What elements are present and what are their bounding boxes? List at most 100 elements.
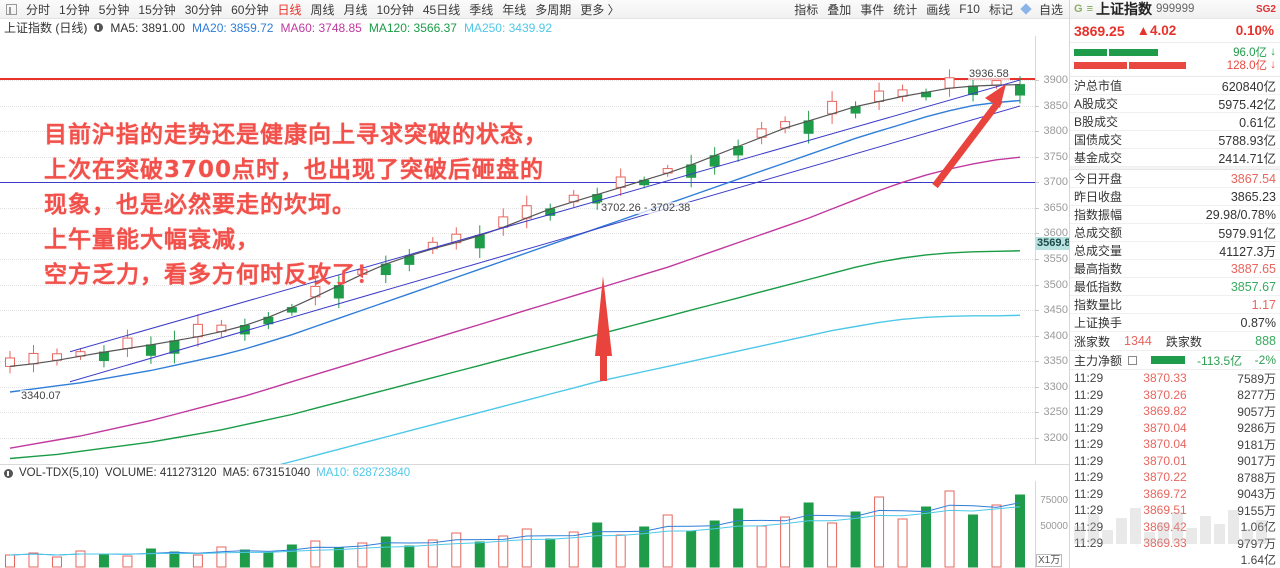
period-multi[interactable]: 多周期	[535, 2, 572, 17]
gridline	[0, 412, 1035, 414]
period-30min[interactable]: 30分钟	[184, 2, 223, 17]
tick-volume: 9286万	[1237, 421, 1276, 436]
info-icon[interactable]	[94, 23, 104, 32]
volume-bar	[897, 518, 908, 568]
tool-mark[interactable]: 标记	[988, 2, 1013, 17]
tool-indicator[interactable]: 指标	[794, 2, 819, 17]
tool-f10[interactable]: F10	[959, 2, 980, 16]
quote-sidebar[interactable]: G ≡ 上证指数 999999 SG2 3869.25 ▲4.02 0.10% …	[1069, 0, 1280, 568]
volume-axis-label: 75000	[1040, 495, 1068, 506]
tick-price: 3870.22	[1143, 470, 1187, 485]
index-stat-row: 总成交额 5979.91亿	[1070, 224, 1280, 242]
tick-list[interactable]: 11:29 3870.33 7589万 11:29 3870.26 8277万 11:29 3…	[1070, 370, 1280, 568]
tick-volume: 9017万	[1237, 454, 1276, 469]
stat-label: 最低指数	[1074, 280, 1123, 294]
period-45day[interactable]: 45日线	[422, 2, 461, 17]
price-axis-label: 3750	[1043, 150, 1068, 163]
price-tag-mid: 3702.26 - 3702.38	[600, 202, 692, 214]
tick-row[interactable]: 11:29 3869.42 1.06亿	[1070, 519, 1280, 536]
info-icon[interactable]	[4, 468, 13, 478]
g-badge[interactable]: G	[1074, 3, 1083, 15]
sell-bar-value: 128.0亿	[1226, 60, 1267, 72]
price-axis[interactable]: 3900 3850 3800 3750 3700 3650 3600 3550 3500 3450…	[1035, 36, 1069, 464]
market-summary-row: 基金成交 2414.71亿	[1070, 149, 1280, 167]
volume-bar	[380, 536, 391, 568]
tick-volume: 1.06亿	[1240, 520, 1276, 535]
price-axis-label: 3900	[1043, 74, 1068, 86]
tick-row[interactable]: 11:29 3869.33 9797万	[1070, 535, 1280, 552]
stat-value: 5975.42亿	[1218, 98, 1276, 112]
tool-drawline[interactable]: 画线	[926, 2, 951, 17]
period-60min[interactable]: 60分钟	[231, 2, 269, 17]
stat-value: 5788.93亿	[1218, 134, 1276, 148]
tick-row[interactable]: 11:29 3870.04 9286万	[1070, 420, 1280, 437]
period-1min[interactable]: 1分钟	[59, 2, 90, 17]
price-axis-tick	[1035, 284, 1039, 286]
price-axis-tick	[1035, 182, 1039, 184]
price-axis-tick	[1035, 310, 1039, 312]
stat-value: 0.87%	[1240, 315, 1276, 330]
decliners-value: 888	[1255, 334, 1276, 348]
volume-panel[interactable]: 75000 50000 X1万	[0, 481, 1069, 568]
period-weekly[interactable]: 周线	[310, 2, 335, 17]
volume-bar	[521, 528, 532, 568]
tick-row[interactable]: 1.64亿	[1070, 552, 1280, 568]
chart-box-icon[interactable]	[1128, 355, 1138, 365]
price-plot-area[interactable]: 3936.58 3702.26 - 3702.38 3340.07 目前沪指的走…	[0, 36, 1035, 464]
chart-tools-toolbar[interactable]: 指标 叠加 事件 统计 画线 F10 标记 自选	[640, 0, 1069, 19]
price-tag-high: 3936.58	[968, 68, 1010, 80]
volume-bar	[733, 508, 744, 568]
window-icon[interactable]	[6, 3, 17, 15]
price-chart-panel[interactable]: 3936.58 3702.26 - 3702.38 3340.07 目前沪指的走…	[0, 36, 1069, 464]
tick-volume: 9043万	[1237, 487, 1276, 502]
period-5min[interactable]: 5分钟	[98, 2, 130, 17]
period-daily[interactable]: 日线	[277, 2, 302, 17]
price-axis-tick	[1035, 438, 1039, 439]
tool-events[interactable]: 事件	[860, 2, 885, 17]
advance-decline-row: 涨家数 1344 跌家数 888	[1070, 332, 1280, 351]
period-fenshi[interactable]: 分时	[26, 2, 51, 17]
hamburger-icon[interactable]: ≡	[1086, 3, 1094, 15]
volume-bar	[662, 514, 673, 568]
volume-plot-area[interactable]	[0, 481, 1035, 568]
tool-watchlist[interactable]: 自选	[1038, 2, 1063, 17]
volume-bar	[568, 531, 579, 568]
period-more[interactable]: 更多 〉	[580, 2, 620, 17]
tool-statistics[interactable]: 统计	[893, 2, 918, 17]
buy-bar-row: 96.0亿 ↓	[1074, 46, 1276, 59]
gridline	[0, 105, 1035, 107]
tick-row[interactable]: 11:29 3870.04 9181万	[1070, 436, 1280, 453]
tick-row[interactable]: 11:29 3869.51 9155万	[1070, 502, 1280, 519]
tick-price: 3870.04	[1143, 437, 1187, 452]
stat-value: 29.98/0.78%	[1205, 207, 1276, 222]
quote-header[interactable]: G ≡ 上证指数 999999 SG2	[1070, 0, 1280, 19]
gridline	[0, 438, 1035, 439]
period-yearly[interactable]: 年线	[502, 2, 527, 17]
period-quarterly[interactable]: 季线	[469, 2, 494, 17]
tick-row[interactable]: 11:29 3870.01 9017万	[1070, 453, 1280, 470]
market-summary-rows: 沪总市值 620840亿 A股成交 5975.42亿 B股成交 0.61亿 国债成交 5788…	[1070, 77, 1280, 167]
index-stat-row: 指数量比 1.17	[1070, 296, 1280, 314]
tool-overlay[interactable]: 叠加	[827, 2, 852, 17]
tick-volume: 9057万	[1237, 404, 1276, 419]
volume-bar	[498, 535, 509, 568]
tick-price: 3870.33	[1143, 371, 1187, 386]
period-15min[interactable]: 15分钟	[138, 2, 176, 17]
stat-label: 指数量比	[1074, 298, 1123, 312]
gridline	[0, 156, 1035, 158]
ma20-label: MA20: 3859.72	[192, 20, 274, 35]
index-stat-row: 总成交量 41127.3万	[1070, 242, 1280, 260]
volume-bar	[28, 552, 39, 568]
tick-price: 3869.51	[1143, 503, 1187, 518]
tick-row[interactable]: 11:29 3870.33 7589万	[1070, 370, 1280, 387]
period-monthly[interactable]: 月线	[343, 2, 368, 17]
volume-bar	[239, 549, 250, 568]
ma120-label: MA120: 3566.37	[368, 20, 457, 35]
tick-row[interactable]: 11:29 3870.26 8277万	[1070, 387, 1280, 404]
stat-value: 0.61亿	[1239, 116, 1276, 130]
tick-row[interactable]: 11:29 3869.72 9043万	[1070, 486, 1280, 503]
volume-bar	[98, 553, 109, 568]
tick-row[interactable]: 11:29 3870.22 8788万	[1070, 469, 1280, 486]
tick-row[interactable]: 11:29 3869.82 9057万	[1070, 403, 1280, 420]
period-10min[interactable]: 10分钟	[376, 2, 414, 17]
